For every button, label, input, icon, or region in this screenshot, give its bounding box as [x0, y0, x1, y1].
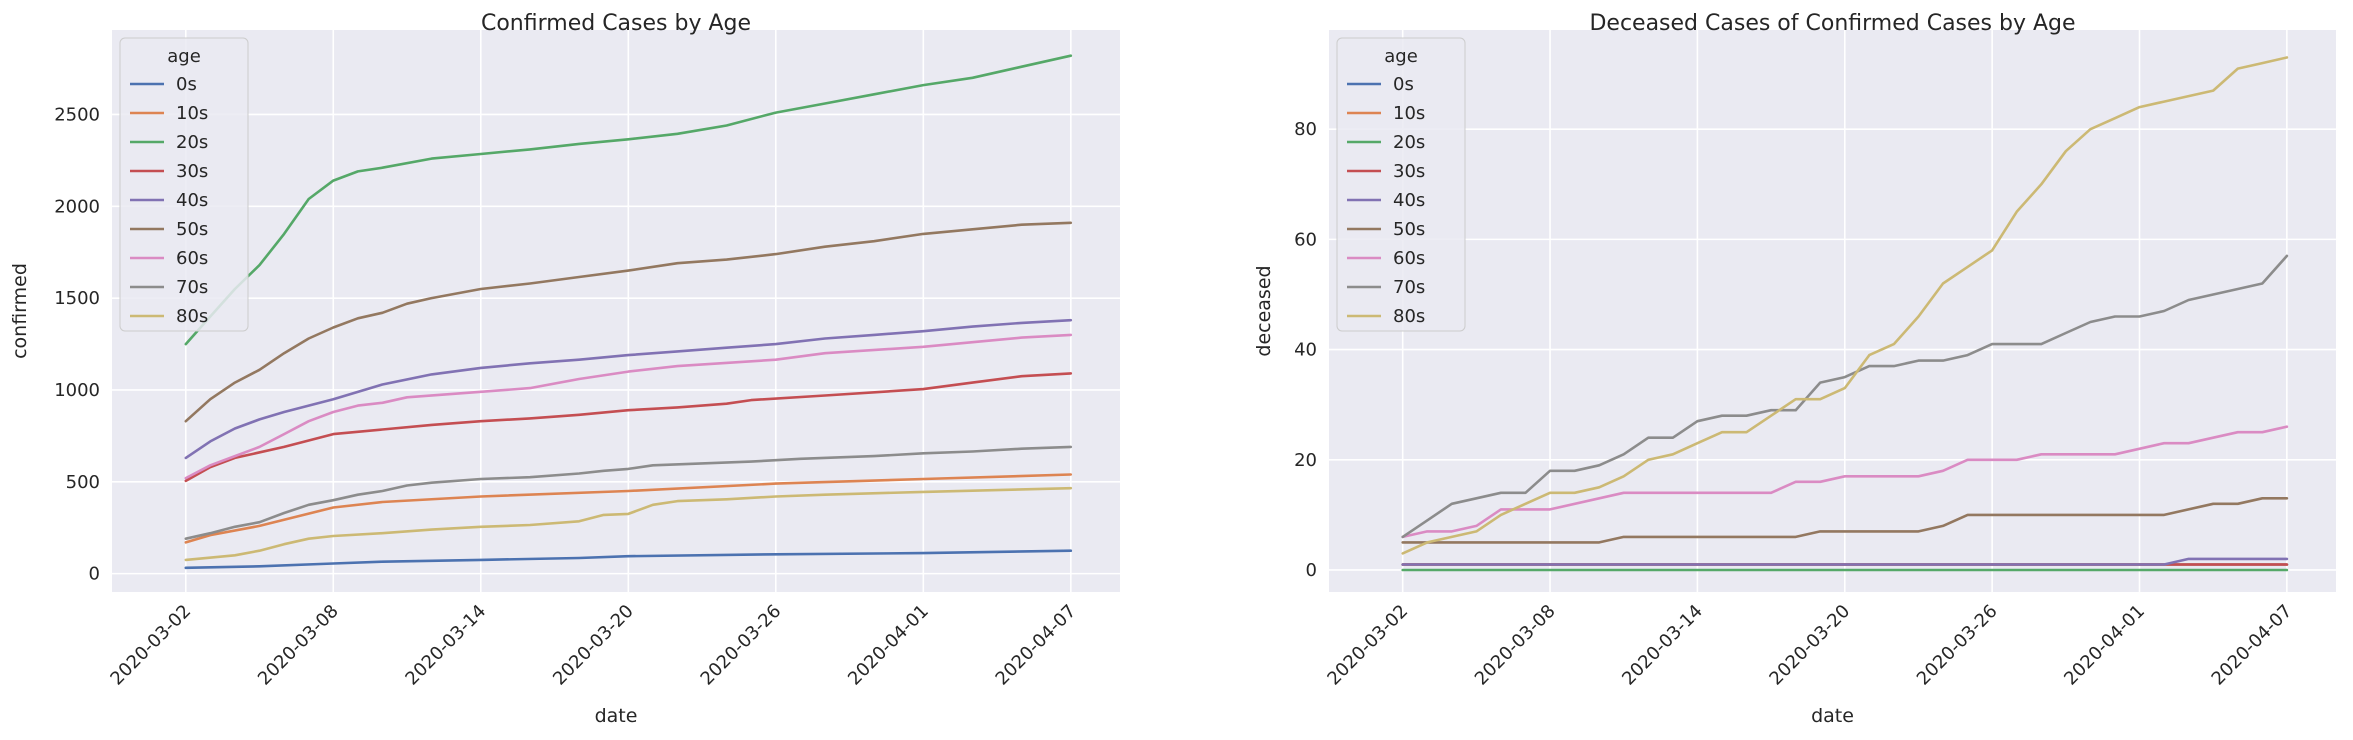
x-axis-label: date	[595, 705, 638, 727]
y-tick-label: 1000	[54, 380, 100, 401]
legend-label-30s: 30s	[1393, 161, 1425, 182]
series-line-10s	[184, 473, 1073, 544]
x-tick-label: 2020-03-26	[697, 601, 786, 690]
series-line-0s	[184, 549, 1073, 570]
series-line-20s	[184, 54, 1073, 346]
y-tick-label: 1500	[54, 288, 100, 309]
series-line-80s	[1401, 56, 2289, 555]
y-tick-label: 500	[66, 472, 100, 493]
y-tick-label: 20	[1294, 450, 1317, 471]
x-tick-label: 2020-03-02	[106, 601, 195, 690]
chart-title: Confirmed Cases by Age	[481, 11, 751, 36]
series-line-50s	[1401, 497, 2289, 544]
chart-deceased-cases: 0 20 40 60 80 2020-03-02 2020-03-08 2020-03-14 2…	[1253, 11, 2336, 727]
y-tick-label: 0	[1306, 560, 1317, 581]
x-tick-label: 2020-04-07	[992, 601, 1081, 690]
x-tick-label: 2020-03-02	[1323, 601, 1412, 690]
x-tick-label: 2020-04-07	[2208, 601, 2297, 690]
legend-label-60s: 60s	[1393, 248, 1425, 269]
plot-area	[1329, 30, 2336, 592]
x-tick-label: 2020-03-08	[254, 601, 343, 690]
legend-label-70s: 70s	[176, 277, 208, 298]
legend-label-40s: 40s	[176, 190, 208, 211]
y-tick-label: 60	[1294, 229, 1317, 250]
series-line-40s	[1401, 557, 2289, 566]
x-tick-label: 2020-03-20	[549, 601, 638, 690]
x-tick-label: 2020-04-01	[2060, 601, 2149, 690]
legend-title: age	[167, 46, 201, 67]
series-line-70s	[1401, 254, 2289, 539]
x-tick-label: 2020-03-08	[1471, 601, 1560, 690]
legend-label-50s: 50s	[1393, 219, 1425, 240]
legend-label-80s: 80s	[1393, 306, 1425, 327]
y-tick-label: 2000	[54, 196, 100, 217]
y-axis-label: deceased	[1253, 265, 1275, 356]
x-tick-label: 2020-03-14	[1618, 601, 1707, 690]
series-line-50s	[184, 221, 1073, 423]
x-tick-label: 2020-03-26	[1913, 601, 2002, 690]
series-line-30s	[184, 372, 1073, 483]
series-line-60s	[1401, 425, 2289, 539]
legend-label-30s: 30s	[176, 161, 208, 182]
y-tick-label: 2500	[54, 104, 100, 125]
series-line-70s	[184, 445, 1073, 540]
x-tick-label: 2020-04-01	[844, 601, 933, 690]
legend-label-10s: 10s	[176, 103, 208, 124]
y-tick-label: 40	[1294, 340, 1317, 361]
legend-label-60s: 60s	[176, 248, 208, 269]
x-tick-label: 2020-03-20	[1765, 601, 1854, 690]
y-tick-label: 0	[89, 564, 100, 585]
series-line-40s	[184, 318, 1073, 460]
legend-label-0s: 0s	[176, 74, 197, 95]
legend-label-80s: 80s	[176, 306, 208, 327]
series-line-80s	[184, 486, 1073, 562]
legend-title: age	[1384, 46, 1418, 67]
legend-label-0s: 0s	[1393, 74, 1414, 95]
legend-label-40s: 40s	[1393, 190, 1425, 211]
legend-label-50s: 50s	[176, 219, 208, 240]
x-axis-label: date	[1811, 705, 1854, 727]
legend-label-70s: 70s	[1393, 277, 1425, 298]
chart-confirmed-cases: 0 500 1000 1500 2000 2500 2020-03-02 2020-03-08…	[9, 11, 1120, 727]
y-axis-label: confirmed	[9, 263, 31, 359]
series-line-60s	[184, 333, 1073, 480]
chart-title: Deceased Cases of Confirmed Cases by Age	[1589, 11, 2075, 36]
legend-label-20s: 20s	[176, 132, 208, 153]
x-tick-label: 2020-03-14	[401, 601, 490, 690]
y-tick-label: 80	[1294, 119, 1317, 140]
plot-area	[112, 30, 1120, 592]
legend-label-10s: 10s	[1393, 103, 1425, 124]
legend-label-20s: 20s	[1393, 132, 1425, 153]
